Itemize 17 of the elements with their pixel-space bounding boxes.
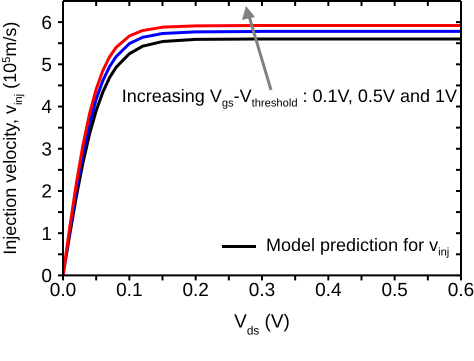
annotation: Increasing V$_{gs}$-V$_{threshold}$ : 0.1V, 0.5V and 1V bbox=[122, 86, 457, 110]
x-tick-label: 0.3 bbox=[248, 280, 276, 301]
x-tick-label: 0.5 bbox=[381, 280, 408, 301]
y-tick-label: 2 bbox=[41, 182, 52, 203]
x-tick-label: 0.4 bbox=[315, 280, 342, 301]
y-tick-label: 5 bbox=[41, 54, 52, 76]
y-tick-label: 4 bbox=[41, 97, 52, 118]
x-tick-label: 0.1 bbox=[116, 280, 143, 301]
x-tick-label: 0.2 bbox=[182, 280, 209, 301]
y-tick-label: 6 bbox=[41, 12, 52, 34]
y-tick-label: 1 bbox=[41, 224, 52, 245]
y-tick-label: 0 bbox=[41, 266, 52, 288]
legend-label: Model prediction for v$_{inj}$ bbox=[266, 235, 450, 259]
x-tick-label: 0.6 bbox=[448, 280, 474, 301]
y-tick-label: 3 bbox=[41, 139, 52, 160]
x-tick-label: 0.0 bbox=[50, 280, 76, 301]
x-axis-title: V$_{ds}$ (V) bbox=[234, 311, 290, 337]
